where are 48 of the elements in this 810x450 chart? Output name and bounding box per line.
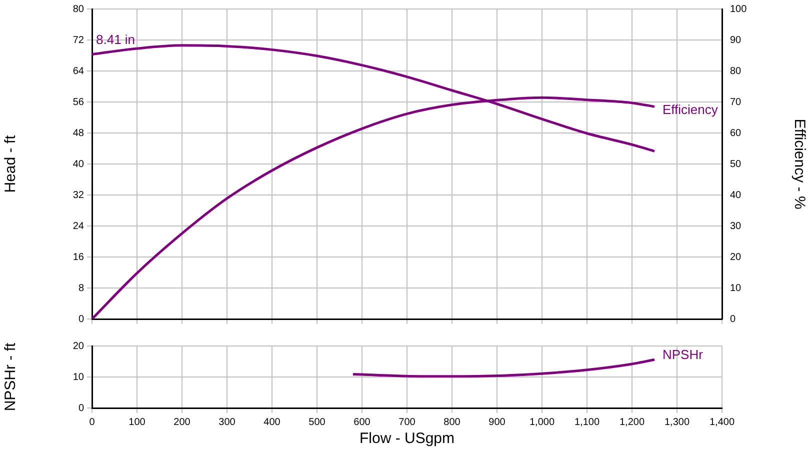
- x-tick-label: 700: [398, 416, 416, 428]
- y2-tick-label: 50: [730, 158, 742, 170]
- y2-tick-label: 90: [730, 34, 742, 46]
- x-tick-label: 300: [218, 416, 236, 428]
- x-tick-label: 1,000: [529, 416, 555, 428]
- y2-tick-label: 40: [730, 190, 742, 201]
- x-axis-title: Flow - USgpm: [359, 430, 455, 448]
- x-tick-label: 900: [488, 416, 506, 428]
- y2-tick-label: 20: [730, 252, 742, 263]
- series-label: 8.41 in: [96, 32, 136, 47]
- x-tick-label: 200: [174, 416, 191, 428]
- y2-tick-label: 70: [730, 96, 742, 108]
- y-tick-label: 32: [72, 190, 84, 201]
- y-tick-label: 48: [72, 128, 84, 139]
- y2-tick-label: 0: [730, 314, 736, 325]
- y-tick-label: 24: [72, 220, 84, 232]
- x-tick-label: 1,300: [664, 416, 690, 428]
- y-tick-label: 72: [72, 34, 84, 46]
- y2-axis-title: Efficiency - %: [790, 118, 808, 210]
- y-tick-label: 16: [72, 252, 84, 263]
- x-tick-label: 500: [308, 416, 326, 428]
- y-tick-label: 64: [72, 66, 84, 77]
- x-tick-label: 600: [354, 416, 371, 428]
- x-tick-label: 1,200: [619, 416, 645, 428]
- y2-tick-label: 60: [730, 128, 742, 139]
- y-axis-title: NPSHr - ft: [2, 342, 20, 412]
- y2-tick-label: 80: [730, 66, 742, 77]
- y-tick-label: 0: [78, 402, 84, 414]
- y-tick-label: 80: [72, 4, 84, 15]
- y2-tick-label: 30: [730, 220, 742, 232]
- y-tick-label: 0: [78, 314, 84, 325]
- y-tick-label: 56: [72, 96, 84, 108]
- y-tick-label: 8: [78, 282, 84, 294]
- series-label: NPSHr: [662, 347, 704, 362]
- x-tick-label: 0: [89, 416, 96, 428]
- y-tick-label: 20: [72, 340, 84, 352]
- y-axis-title: Head - ft: [2, 134, 20, 193]
- series-label: Efficiency: [662, 102, 718, 118]
- x-tick-label: 400: [264, 416, 281, 428]
- y-tick-label: 10: [72, 372, 84, 383]
- y2-tick-label: 10: [730, 282, 742, 294]
- line-series: [352, 358, 656, 378]
- y2-tick-label: 100: [730, 4, 748, 15]
- x-tick-label: 100: [128, 416, 146, 428]
- x-tick-label: 1,400: [709, 416, 735, 428]
- y-tick-label: 40: [72, 158, 84, 170]
- x-tick-label: 1,100: [574, 416, 600, 428]
- x-tick-label: 800: [444, 416, 461, 428]
